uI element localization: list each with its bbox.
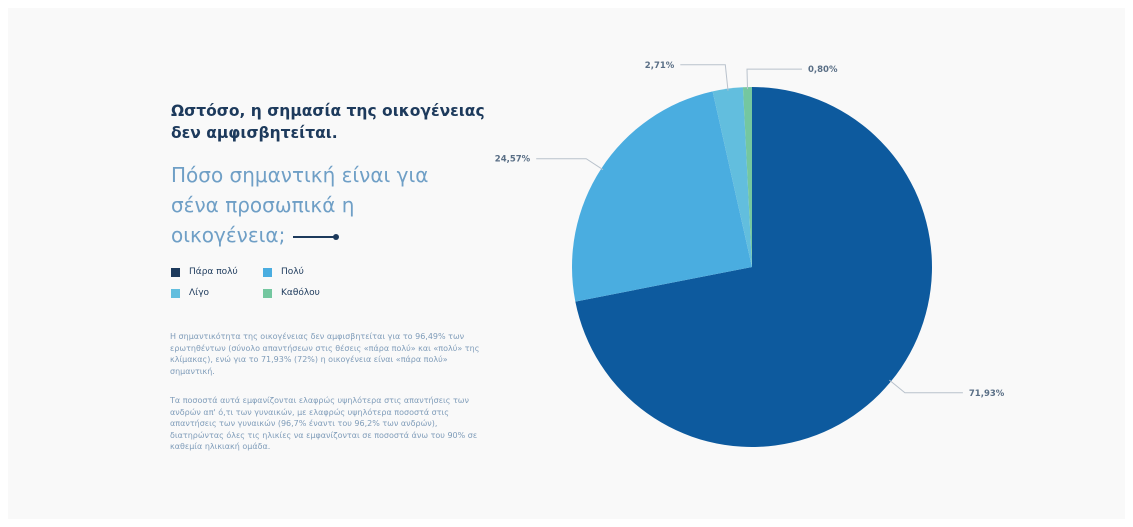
question-text: Πόσο σημαντική είναι για σένα προσωπικά … — [171, 163, 429, 247]
leader-line — [746, 68, 802, 90]
legend-item-much: Πολύ — [263, 267, 355, 277]
slice-very-much — [575, 87, 932, 447]
legend-swatch — [171, 267, 180, 277]
legend-item-little: Λίγο — [171, 288, 263, 298]
data-label: 71,93% — [969, 389, 1005, 399]
legend-item-very-much: Πάρα πολύ — [171, 267, 263, 277]
legend-swatch — [263, 267, 272, 277]
legend-label: Πάρα πολύ — [189, 267, 238, 277]
legend-label: Λίγο — [189, 288, 210, 298]
leader-line — [536, 158, 604, 171]
slice-much — [571, 91, 752, 302]
legend-item-not-at-all: Καθόλου — [263, 288, 355, 298]
slice-not-at-all — [742, 87, 752, 267]
leader-line — [889, 379, 963, 394]
arrow-icon — [293, 233, 340, 240]
legend-label: Καθόλου — [281, 288, 320, 298]
description-paragraph-1: Η σημαντικότητα της οικογένειας δεν αμφι… — [170, 332, 480, 376]
legend-label: Πολύ — [281, 267, 304, 277]
leader-line — [680, 64, 729, 91]
chart-card — [8, 8, 1125, 519]
section-heading: Ωστόσο, η σημασία της οικογένειας δεν αμ… — [171, 102, 485, 142]
legend-swatch — [171, 288, 180, 298]
description-paragraph-2: Τα ποσοστά αυτά εμφανίζονται ελαφρώς υψη… — [170, 396, 478, 451]
slice-little — [712, 87, 752, 267]
chart-question: Πόσο σημαντική είναι για σένα προσωπικά … — [171, 160, 461, 250]
data-label: 24,57% — [495, 155, 531, 165]
data-label: 2,71% — [645, 61, 675, 71]
chart-legend: Πάρα πολύ Πολύ Λίγο Καθόλου — [171, 267, 355, 298]
data-label: 0,80% — [808, 65, 838, 75]
legend-swatch — [263, 288, 272, 298]
